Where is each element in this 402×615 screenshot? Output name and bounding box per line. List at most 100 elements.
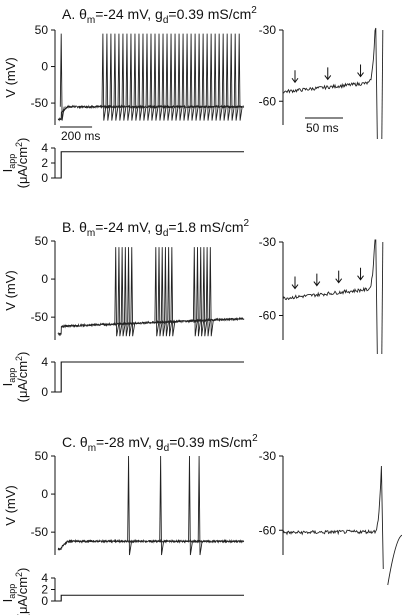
spike	[121, 33, 127, 121]
voltage-axis-label: V (mV)	[3, 485, 18, 525]
spike	[196, 247, 201, 337]
spike	[127, 247, 132, 337]
panel-b: B. θm=-24 mV, gd=1.8 mS/cm2 50 0 -50 V (mV) 4…	[0, 218, 384, 403]
zoom-tick-label: -30	[259, 23, 277, 37]
current-axis-label: Iapp	[0, 368, 17, 387]
current-tick-label: 4	[41, 571, 48, 585]
time-scale-label: 200 ms	[61, 129, 100, 143]
voltage-tick-label: 0	[41, 487, 48, 501]
voltage-axis-label: V (mV)	[3, 57, 18, 97]
spike	[123, 247, 129, 337]
spike	[159, 455, 165, 556]
spike	[201, 33, 207, 121]
spike	[177, 33, 183, 121]
zoom-tick-label: -30	[259, 235, 277, 249]
spike	[157, 33, 163, 121]
current-tick-label: 2	[41, 583, 48, 597]
spike	[209, 33, 215, 121]
spike	[221, 33, 227, 121]
current-tick-label: 0	[41, 171, 48, 185]
current-tick-label: 2	[41, 156, 48, 170]
voltage-tick-label: 0	[41, 60, 48, 74]
spike	[188, 455, 193, 556]
current-step	[55, 594, 244, 602]
spike	[167, 247, 173, 337]
spike	[127, 455, 132, 556]
spike	[109, 33, 115, 121]
spike	[113, 33, 119, 121]
spike	[105, 33, 111, 121]
voltage-tick-label: 50	[35, 23, 49, 37]
spike	[59, 33, 65, 121]
spike	[117, 247, 123, 337]
voltage-trace	[57, 316, 245, 337]
panel-a: A. θm=-24 mV, gd=0.39 mS/cm2 50 0 -50 V (mV)…	[0, 5, 384, 189]
spike	[192, 247, 198, 337]
voltage-tick-label: 0	[41, 272, 48, 286]
zoom-arrow	[313, 273, 321, 287]
spike	[101, 33, 107, 121]
zoom-arrow	[291, 70, 299, 84]
zoom-tick-label: -30	[259, 449, 277, 463]
panel-title: C. θm=-28 mV, gd=0.39 mS/cm2	[62, 433, 258, 454]
spike	[141, 33, 147, 121]
current-axis-units: (μA/cm2)	[14, 352, 30, 403]
zoom-tick-label: -60	[259, 309, 277, 323]
current-axis-units: (μA/cm2)	[14, 138, 30, 189]
spike	[237, 33, 243, 121]
panel-title: B. θm=-24 mV, gd=1.8 mS/cm2	[62, 218, 250, 239]
current-tick-label: 0	[41, 385, 48, 399]
panel-title: A. θm=-24 mV, gd=0.39 mS/cm2	[62, 5, 257, 26]
current-axis-units: (μA/cm2)	[14, 568, 30, 615]
zoom-arrow	[357, 64, 364, 78]
current-axis-label: Iapp	[0, 584, 17, 603]
spike	[229, 33, 235, 121]
spike	[213, 33, 219, 121]
spike	[160, 247, 166, 337]
spike	[114, 247, 120, 337]
spike	[189, 33, 195, 121]
spike	[185, 33, 191, 121]
spike	[233, 33, 239, 121]
spike	[208, 247, 214, 337]
panel-c: C. θm=-28 mV, gd=0.39 mS/cm2 50 0 -50 V (mV)…	[0, 433, 402, 615]
voltage-trace	[57, 104, 245, 122]
zoom-time-scale-label: 50 ms	[306, 121, 339, 135]
spike	[181, 33, 187, 121]
zoom-recovery-trace	[387, 534, 402, 586]
current-tick-label: 4	[41, 141, 48, 155]
zoom-tick-label: -60	[259, 94, 277, 108]
voltage-tick-label: 50	[35, 234, 49, 248]
spike	[205, 33, 211, 121]
spike	[197, 455, 203, 556]
spike	[145, 33, 151, 121]
current-axis-label: Iapp	[0, 154, 17, 173]
spike	[117, 33, 123, 121]
spike	[202, 247, 208, 337]
spike	[153, 33, 159, 121]
spike	[133, 33, 139, 121]
zoom-spike-trace	[381, 29, 384, 140]
spike	[169, 33, 175, 121]
current-step	[55, 361, 244, 393]
spike	[125, 33, 131, 121]
spike	[197, 33, 203, 121]
spike	[173, 33, 179, 121]
current-tick-label: 0	[41, 594, 48, 608]
spike	[199, 247, 205, 337]
voltage-tick-label: -50	[31, 525, 49, 539]
zoom-trace	[282, 465, 384, 570]
zoom-arrow	[357, 267, 364, 281]
voltage-tick-label: -50	[31, 310, 49, 324]
zoom-trace	[282, 239, 378, 355]
current-tick-label: 4	[41, 355, 48, 369]
spike	[137, 33, 143, 121]
voltage-tick-label: 50	[35, 449, 49, 463]
spike	[161, 33, 167, 121]
voltage-trace	[57, 538, 245, 551]
voltage-tick-label: -50	[31, 96, 49, 110]
zoom-arrow	[335, 270, 343, 284]
zoom-trace	[282, 27, 378, 140]
zoom-arrow	[291, 276, 299, 290]
